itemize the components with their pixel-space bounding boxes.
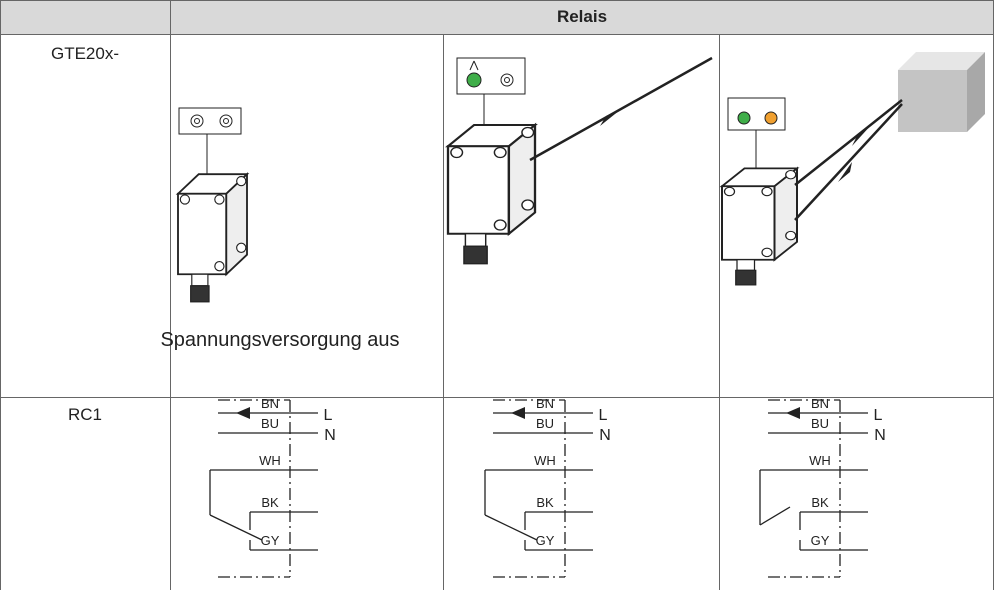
wire-label: BN xyxy=(261,396,279,411)
wire-label: GY xyxy=(536,533,555,548)
wire-label: BU xyxy=(261,416,279,431)
wire-label: BK xyxy=(811,495,829,510)
sensor-off xyxy=(177,107,248,303)
wire-label: BN xyxy=(811,396,829,411)
wire-label: WH xyxy=(259,453,281,468)
wire-label: L xyxy=(599,407,608,424)
wiring-diagram: BN BU WH BK GY LN xyxy=(209,396,336,578)
wiring-diagram: BN BU WH BK GY LN xyxy=(484,396,611,578)
arrow xyxy=(511,407,525,419)
sensor-object xyxy=(721,52,985,286)
wire xyxy=(484,514,538,541)
wire-label: BN xyxy=(536,396,554,411)
wire-label: L xyxy=(874,407,883,424)
wire xyxy=(209,514,263,541)
wire-label: N xyxy=(324,427,336,444)
caption: Spannungsversorgung aus xyxy=(160,329,400,351)
sensor-beam-free xyxy=(446,56,713,265)
wire-label: BK xyxy=(536,495,554,510)
row-label: GTE20x- xyxy=(50,44,120,63)
wire-label: BK xyxy=(261,495,279,510)
wire xyxy=(759,506,791,526)
wire-label: N xyxy=(874,427,886,444)
header-title: Relais xyxy=(556,7,608,26)
header-row xyxy=(0,0,994,34)
wire-label: L xyxy=(324,407,333,424)
wire-label: WH xyxy=(534,453,556,468)
arrow xyxy=(236,407,250,419)
wire-label: N xyxy=(599,427,611,444)
wire-label: WH xyxy=(809,453,831,468)
wire-label: BU xyxy=(811,416,829,431)
arrow xyxy=(786,407,800,419)
wire-label: GY xyxy=(811,533,830,548)
wire-label: BU xyxy=(536,416,554,431)
wiring-diagram: BN BU WH BK GY LN xyxy=(759,396,886,578)
row-label: RC1 xyxy=(67,405,102,424)
wire-label: GY xyxy=(261,533,280,548)
